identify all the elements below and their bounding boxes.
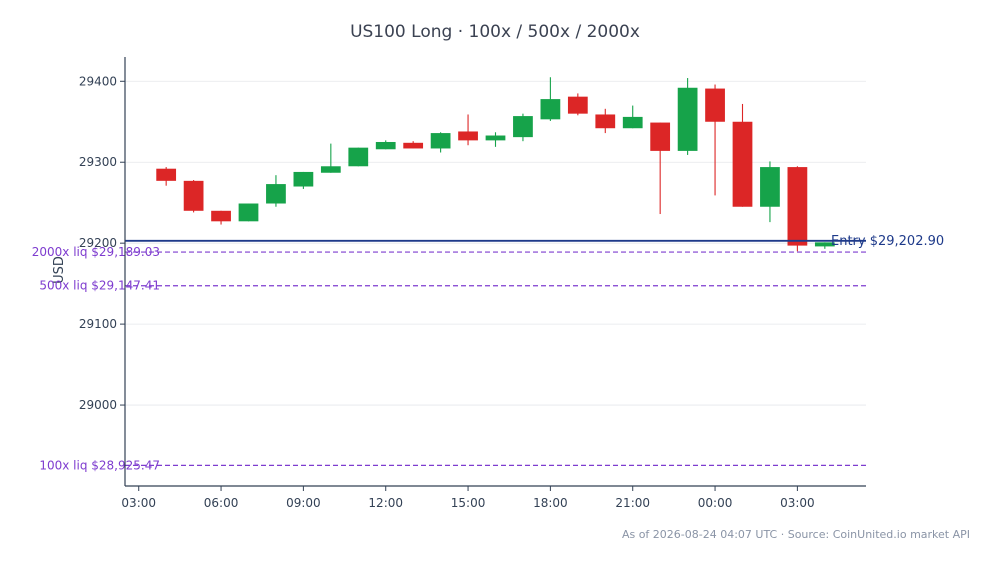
candle-body bbox=[650, 122, 671, 151]
candle-body bbox=[238, 203, 259, 222]
x-tick-label: 03:00 bbox=[121, 496, 156, 510]
candle-body bbox=[403, 142, 424, 149]
candle-body bbox=[814, 242, 835, 247]
candle bbox=[156, 167, 177, 186]
liq-500x-label: 500x liq $29,147.41 bbox=[39, 279, 160, 293]
candle-body bbox=[705, 88, 725, 122]
candle bbox=[211, 210, 231, 225]
candle-body bbox=[595, 114, 616, 129]
y-tick-label: 29000 bbox=[79, 398, 117, 412]
candle-body bbox=[513, 116, 533, 138]
x-tick-label: 00:00 bbox=[698, 496, 733, 510]
candle bbox=[458, 114, 478, 146]
candle bbox=[732, 103, 753, 207]
x-tick-label: 15:00 bbox=[451, 496, 486, 510]
candle bbox=[650, 122, 671, 215]
candle bbox=[348, 147, 369, 167]
candle bbox=[183, 180, 204, 213]
candle bbox=[320, 143, 341, 173]
candle-body bbox=[787, 167, 808, 246]
candle-body bbox=[211, 210, 231, 222]
candle-body bbox=[320, 166, 341, 173]
candle bbox=[293, 171, 314, 189]
entry-label: Entry $29,202.90 bbox=[831, 234, 944, 249]
candle-body bbox=[567, 96, 588, 114]
y-axis-label: USD bbox=[52, 256, 67, 284]
candle bbox=[787, 166, 808, 252]
candle bbox=[814, 242, 835, 249]
x-tick-label: 06:00 bbox=[204, 496, 239, 510]
candle-body bbox=[732, 121, 753, 207]
candles-layer bbox=[156, 77, 835, 252]
axes-layer: 29000 29100 29200 29300 29400 03:00 06:00 09:00… bbox=[79, 57, 866, 510]
candle-body bbox=[293, 171, 314, 187]
x-tick-label: 09:00 bbox=[286, 496, 321, 510]
candle-body bbox=[677, 87, 698, 151]
candle-body bbox=[375, 141, 396, 150]
x-tick-label: 12:00 bbox=[368, 496, 403, 510]
x-tick-label: 21:00 bbox=[615, 496, 650, 510]
chart-title: US100 Long · 100x / 500x / 2000x bbox=[350, 22, 640, 42]
y-tick-label: 29200 bbox=[79, 236, 117, 250]
y-tick-label: 29400 bbox=[79, 74, 117, 88]
candle bbox=[375, 140, 396, 150]
y-tick-label: 29300 bbox=[79, 155, 117, 169]
candle bbox=[760, 161, 780, 223]
candle bbox=[485, 132, 506, 147]
candle bbox=[430, 132, 451, 153]
levels-layer: Entry $29,202.90 2000x liq $29,189.03 500x… bbox=[32, 234, 944, 473]
candle bbox=[540, 77, 561, 121]
candle-body bbox=[348, 147, 369, 167]
grid-layer bbox=[125, 80, 866, 406]
candle bbox=[403, 141, 424, 149]
liq-2000x-label: 2000x liq $29,189.03 bbox=[32, 245, 160, 259]
candle-body bbox=[183, 180, 204, 211]
candle bbox=[567, 93, 588, 116]
candle-body bbox=[760, 167, 780, 207]
candle bbox=[622, 105, 643, 129]
candle-body bbox=[458, 131, 478, 141]
candle bbox=[705, 84, 725, 196]
chart-footer: As of 2026-08-24 04:07 UTC · Source: Coi… bbox=[622, 528, 970, 541]
y-tick-label: 29100 bbox=[79, 317, 117, 331]
candle bbox=[513, 113, 533, 142]
candle-body bbox=[266, 184, 286, 204]
candle-body bbox=[156, 168, 177, 181]
candle-body bbox=[540, 99, 561, 120]
liq-100x-label: 100x liq $28,925.47 bbox=[39, 458, 160, 472]
candle bbox=[677, 78, 698, 155]
candle-body bbox=[622, 116, 643, 129]
x-tick-label: 03:00 bbox=[780, 496, 815, 510]
candle bbox=[595, 108, 616, 134]
candle-body bbox=[485, 135, 506, 141]
candle-body bbox=[430, 133, 451, 149]
candle bbox=[266, 175, 286, 207]
x-tick-label: 18:00 bbox=[533, 496, 568, 510]
candle bbox=[238, 203, 259, 222]
